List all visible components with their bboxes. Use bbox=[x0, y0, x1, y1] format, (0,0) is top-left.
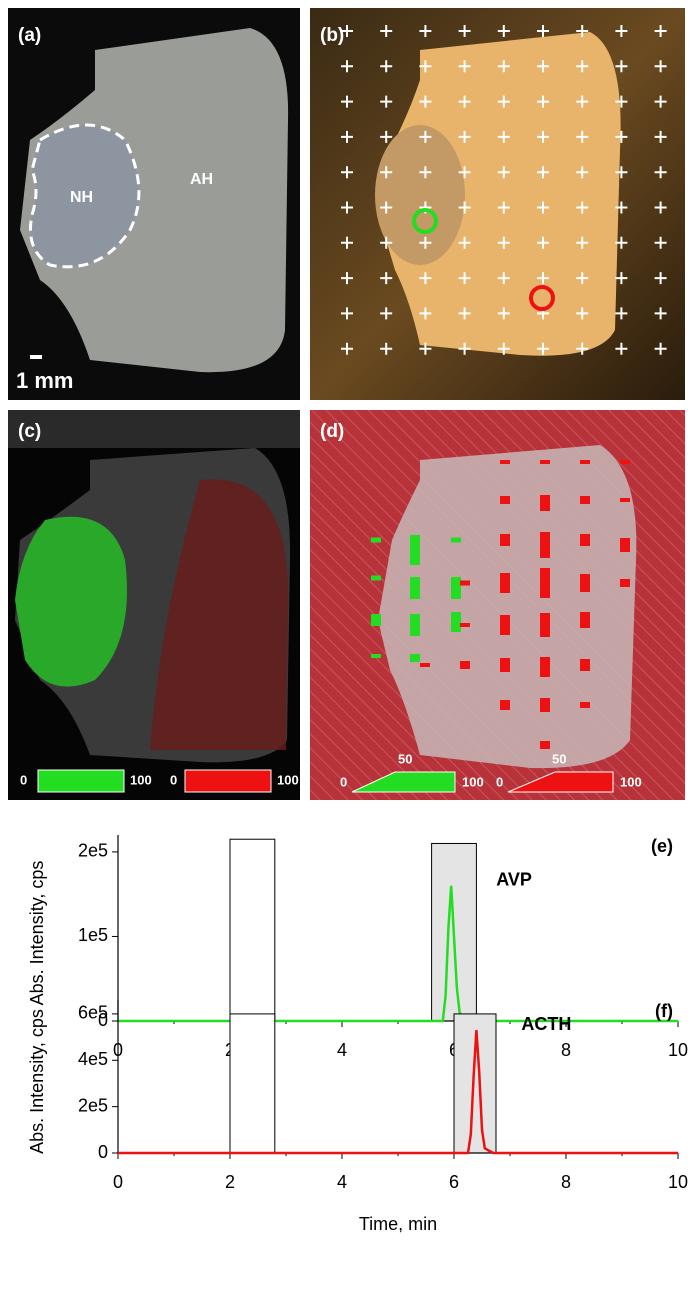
x-tick-label: 0 bbox=[113, 1172, 123, 1192]
x-tick-label: 2 bbox=[225, 1172, 235, 1192]
spot bbox=[451, 577, 461, 599]
panel-label: (e) bbox=[651, 836, 673, 856]
spot bbox=[410, 535, 420, 565]
header-strip bbox=[8, 410, 300, 448]
spot bbox=[460, 623, 470, 627]
spot bbox=[500, 460, 510, 464]
colorbar-label: 0 bbox=[496, 774, 503, 789]
scale-label: 1 mm bbox=[16, 368, 73, 393]
spot bbox=[500, 534, 510, 546]
colorbar bbox=[38, 770, 124, 792]
panel-label: (a) bbox=[18, 25, 41, 46]
spot bbox=[540, 698, 550, 712]
x-axis-label: Time, min bbox=[359, 1214, 437, 1234]
spot bbox=[620, 579, 630, 587]
spot bbox=[371, 576, 381, 581]
spot bbox=[451, 612, 461, 632]
spot bbox=[580, 534, 590, 546]
spot bbox=[540, 532, 550, 558]
x-tick-label: 4 bbox=[337, 1040, 347, 1060]
y-axis-label: Abs. Intensity, cps bbox=[27, 1009, 47, 1154]
spot bbox=[620, 460, 630, 464]
spot bbox=[410, 614, 420, 636]
spot bbox=[371, 538, 381, 543]
spot bbox=[540, 568, 550, 598]
spot bbox=[500, 615, 510, 635]
x-tick-label: 10 bbox=[668, 1172, 688, 1192]
spot bbox=[500, 658, 510, 672]
x-tick-label: 8 bbox=[561, 1040, 571, 1060]
colorbar-label: 50 bbox=[552, 751, 566, 766]
figure: (a) NH AH 1 mm (b) (c) 0 100 0 100 (d) 0… bbox=[0, 0, 693, 1303]
series-label: AVP bbox=[496, 869, 532, 889]
spot bbox=[460, 661, 470, 669]
spot bbox=[580, 702, 590, 708]
region-label: AH bbox=[190, 171, 213, 188]
tissue bbox=[378, 445, 636, 768]
spot bbox=[371, 614, 381, 626]
colorbar bbox=[185, 770, 271, 792]
panel-label: (d) bbox=[320, 421, 344, 442]
y-tick-label: 6e5 bbox=[78, 1003, 108, 1023]
x-tick-label: 10 bbox=[668, 1040, 688, 1060]
colorbar-label: 0 bbox=[170, 772, 177, 787]
spot bbox=[410, 654, 420, 662]
spot bbox=[420, 663, 430, 667]
x-tick-label: 8 bbox=[561, 1172, 571, 1192]
y-tick-label: 2e5 bbox=[78, 841, 108, 861]
series-label: ACTH bbox=[521, 1014, 571, 1034]
spot bbox=[580, 659, 590, 671]
colorbar-label: 50 bbox=[398, 751, 412, 766]
panel-label: (f) bbox=[655, 1001, 673, 1021]
spot bbox=[540, 741, 550, 749]
x-tick-label: 6 bbox=[449, 1172, 459, 1192]
page: (a) NH AH 1 mm (b) (c) 0 100 0 100 (d) 0… bbox=[0, 0, 693, 1303]
spot bbox=[500, 573, 510, 593]
line bbox=[118, 886, 678, 1021]
colorbar-label: 100 bbox=[130, 772, 152, 787]
spot bbox=[580, 574, 590, 592]
y-tick-label: 0 bbox=[98, 1142, 108, 1162]
y-tick-label: 2e5 bbox=[78, 1095, 108, 1115]
line bbox=[118, 1030, 678, 1153]
y-axis-label: Abs. Intensity, cps bbox=[27, 861, 47, 1006]
spot bbox=[620, 498, 630, 502]
spot bbox=[540, 495, 550, 511]
spot bbox=[410, 577, 420, 599]
scale-bar bbox=[30, 355, 42, 359]
spot bbox=[540, 613, 550, 637]
colorbar-label: 0 bbox=[340, 774, 347, 789]
spot bbox=[580, 612, 590, 628]
colorbar-label: 100 bbox=[277, 772, 299, 787]
window bbox=[230, 1014, 275, 1153]
y-tick-label: 4e5 bbox=[78, 1049, 108, 1069]
nh-region bbox=[375, 125, 465, 265]
window bbox=[230, 839, 275, 1021]
x-tick-label: 4 bbox=[337, 1172, 347, 1192]
spot bbox=[500, 700, 510, 710]
spot bbox=[620, 538, 630, 552]
spot bbox=[451, 538, 461, 543]
colorbar-label: 100 bbox=[462, 774, 484, 789]
panel-label: (b) bbox=[320, 25, 344, 46]
colorbar-label: 0 bbox=[20, 772, 27, 787]
spot bbox=[540, 657, 550, 677]
spot bbox=[460, 581, 470, 586]
panel-label: (c) bbox=[18, 421, 41, 442]
spot bbox=[500, 496, 510, 504]
spot bbox=[371, 654, 381, 658]
region-label: NH bbox=[70, 189, 93, 206]
colorbar-label: 100 bbox=[620, 774, 642, 789]
spot bbox=[540, 460, 550, 464]
spot bbox=[580, 496, 590, 504]
spot bbox=[580, 460, 590, 464]
y-tick-label: 1e5 bbox=[78, 925, 108, 945]
